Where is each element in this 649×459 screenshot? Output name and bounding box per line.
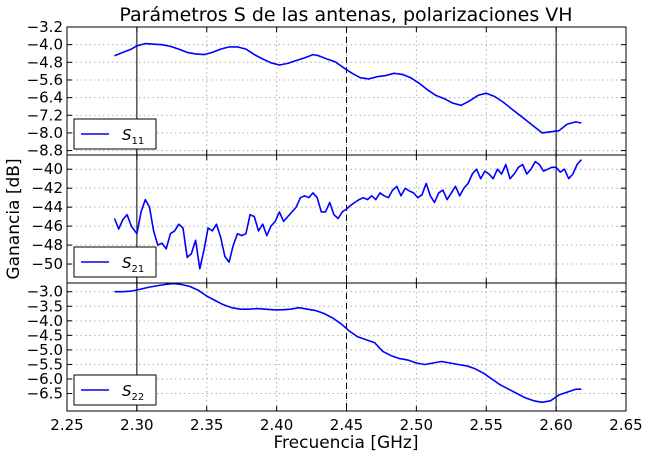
x-tick-label: 2.60 bbox=[539, 416, 572, 434]
y-tick-label: −5.0 bbox=[27, 341, 63, 359]
panel-frame bbox=[66, 282, 627, 412]
y-tick-label: −7.2 bbox=[27, 106, 63, 124]
x-tick-label: 2.25 bbox=[50, 416, 83, 434]
series-line-s11 bbox=[114, 42, 582, 134]
x-tick-label: 2.50 bbox=[400, 416, 433, 434]
legend-s22: S22 bbox=[73, 374, 157, 406]
y-tick-label: −6.4 bbox=[27, 89, 63, 107]
y-tick-label: −42 bbox=[31, 179, 63, 197]
legend-s21: S21 bbox=[73, 246, 157, 278]
y-tick-label: −4.8 bbox=[27, 53, 63, 71]
y-tick-label: −3.0 bbox=[27, 283, 63, 301]
y-tick-label: −40 bbox=[31, 160, 63, 178]
chart-title: Parámetros S de las antenas, polarizacio… bbox=[119, 4, 572, 26]
x-tick-label: 2.45 bbox=[330, 416, 363, 434]
y-tick-label: −3.5 bbox=[27, 297, 63, 315]
y-tick-label: −8.8 bbox=[27, 142, 63, 160]
y-tick-label: −8.0 bbox=[27, 124, 63, 142]
x-tick-label: 2.30 bbox=[120, 416, 153, 434]
x-tick-label: 2.35 bbox=[190, 416, 223, 434]
y-tick-label: −6.0 bbox=[27, 370, 63, 388]
plot-panels: −3.2−4.0−4.8−5.6−6.4−7.2−8.0−8.8S11−40−4… bbox=[27, 18, 643, 434]
y-tick-label: −5.6 bbox=[27, 71, 63, 89]
y-tick-label: −48 bbox=[31, 236, 63, 254]
panel-s21: −40−42−44−46−48−50 S21 bbox=[31, 154, 627, 284]
y-tick-label: −3.2 bbox=[27, 18, 63, 36]
y-tick-label: −4.0 bbox=[27, 36, 63, 54]
x-tick-label: 2.55 bbox=[470, 416, 503, 434]
y-tick-label: −50 bbox=[31, 255, 63, 273]
legend-s11: S11 bbox=[73, 118, 157, 150]
x-tick-label: 2.65 bbox=[609, 416, 642, 434]
panel-s22: −3.0−3.5−4.0−4.5−5.0−5.5−6.0−6.5 S22 bbox=[27, 282, 627, 412]
x-axis-label: Frecuencia [GHz] bbox=[273, 433, 418, 453]
y-tick-label: −44 bbox=[31, 198, 63, 216]
series-line-s21 bbox=[113, 159, 582, 270]
y-axis-label: Ganancia [dB] bbox=[4, 158, 24, 279]
series-line-s22 bbox=[114, 282, 582, 404]
y-tick-label: −46 bbox=[31, 217, 63, 235]
x-tick-label: 2.40 bbox=[260, 416, 293, 434]
y-tick-label: −4.5 bbox=[27, 326, 63, 344]
y-tick-label: −4.0 bbox=[27, 312, 63, 330]
panel-s11: −3.2−4.0−4.8−5.6−6.4−7.2−8.0−8.8 S11 bbox=[27, 18, 627, 160]
y-tick-label: −5.5 bbox=[27, 355, 63, 373]
y-tick-label: −6.5 bbox=[27, 385, 63, 403]
